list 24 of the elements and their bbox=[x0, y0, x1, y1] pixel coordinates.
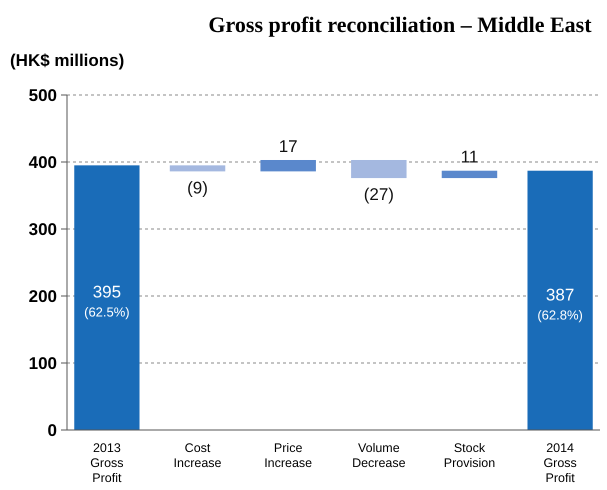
chart-title: Gross profit reconciliation – Middle East bbox=[208, 12, 592, 37]
y-tick-label: 100 bbox=[28, 354, 57, 373]
bar bbox=[442, 170, 498, 178]
y-axis-title: (HK$ millions) bbox=[10, 51, 124, 70]
y-tick-label: 200 bbox=[28, 286, 57, 306]
bar bbox=[260, 160, 316, 172]
y-tick-label: 500 bbox=[28, 86, 57, 105]
x-tick-label: 2013 Gross Profit bbox=[90, 441, 124, 485]
bar bbox=[170, 165, 226, 172]
bar bbox=[351, 160, 407, 178]
data-label: 17 bbox=[278, 136, 298, 156]
data-label: 395 (62.5%) bbox=[84, 282, 130, 320]
data-label: 11 bbox=[460, 148, 478, 167]
x-tick-label: 2014 Gross Profit bbox=[543, 441, 577, 485]
y-tick-label: 400 bbox=[28, 152, 57, 172]
data-label: 387 (62.8%) bbox=[537, 285, 583, 322]
x-tick-label: Volume Decrease bbox=[352, 441, 406, 470]
data-label: (9) bbox=[187, 178, 208, 198]
data-label: (27) bbox=[364, 185, 394, 204]
x-tick-label: Cost Increase bbox=[174, 441, 222, 470]
y-tick-label: 0 bbox=[48, 420, 57, 440]
x-tick-label: Price Increase bbox=[264, 441, 312, 470]
x-tick-label: Stock Provision bbox=[444, 441, 496, 470]
y-tick-label: 300 bbox=[28, 220, 57, 239]
